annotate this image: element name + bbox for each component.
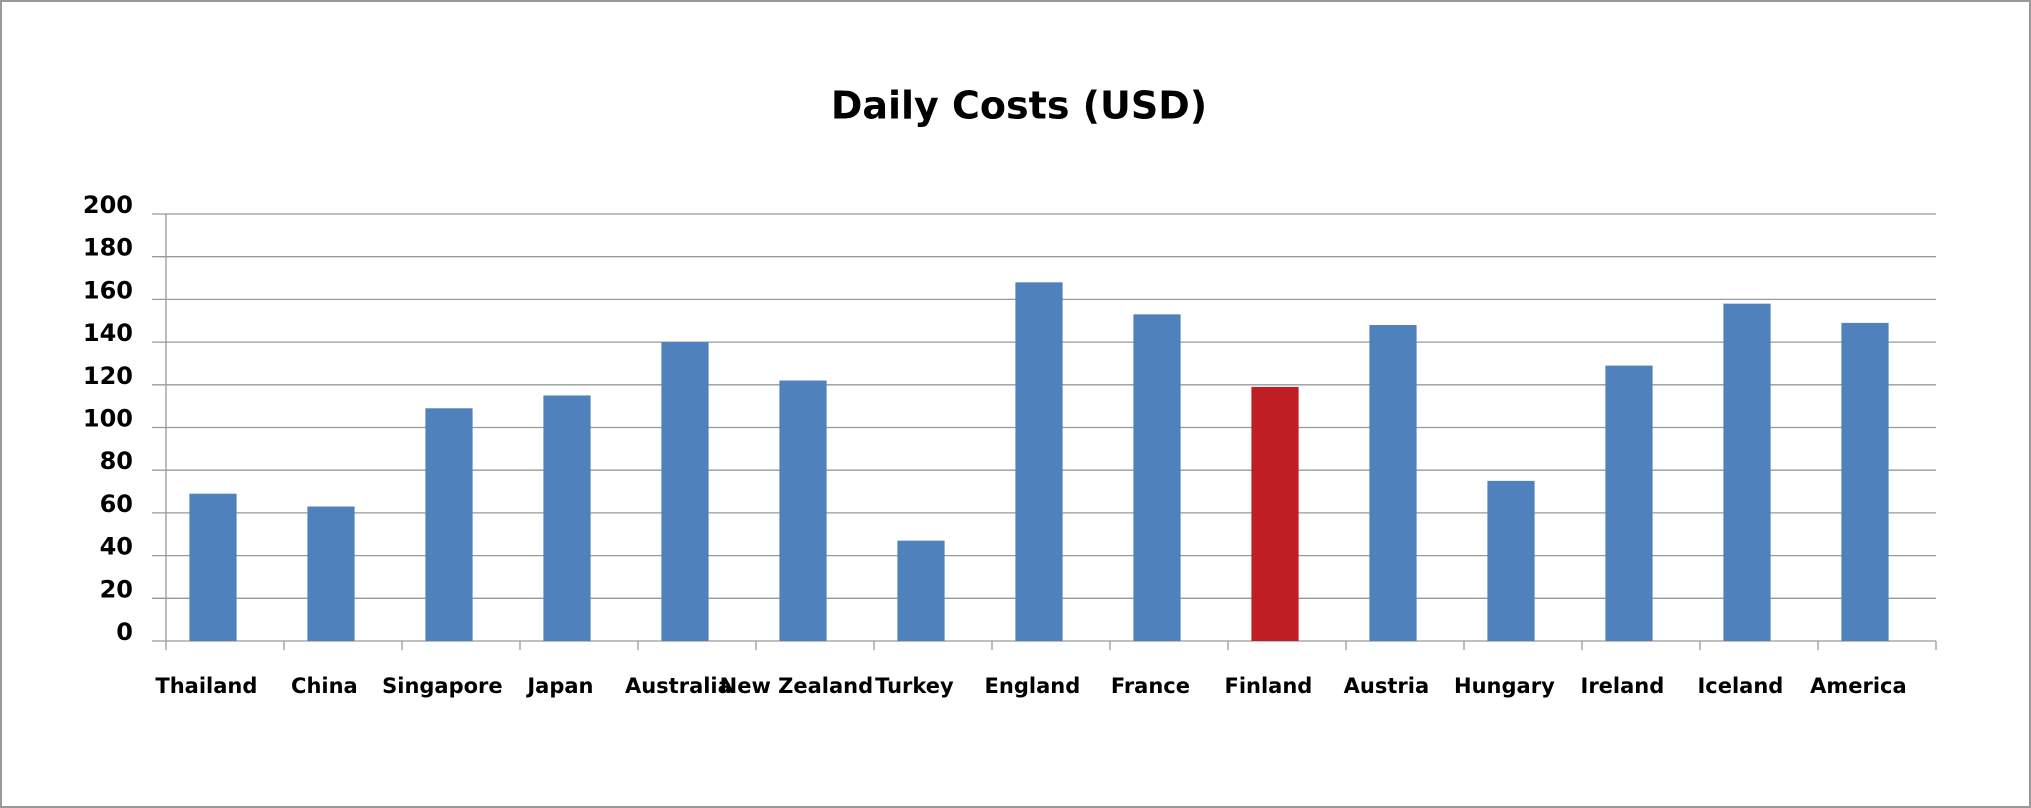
bar [1133, 314, 1181, 641]
x-tick-label: France [1111, 674, 1190, 698]
y-tick-label: 160 [83, 276, 133, 304]
x-tick-label: Ireland [1581, 674, 1665, 698]
bar [897, 540, 945, 641]
bar [1487, 480, 1535, 641]
y-tick-label: 180 [83, 234, 133, 262]
bar [307, 506, 355, 641]
bar [1841, 322, 1889, 641]
bar [1369, 325, 1417, 641]
bar [1723, 303, 1771, 641]
x-tick-label: Iceland [1697, 674, 1783, 698]
y-tick-label: 20 [100, 575, 133, 603]
x-tick-label: America [1810, 674, 1907, 698]
x-tick-label: Austria [1344, 674, 1429, 698]
y-tick-label: 0 [116, 618, 133, 646]
bar [543, 395, 591, 641]
bar [425, 408, 473, 641]
x-tick-label: England [985, 674, 1081, 698]
y-tick-label: 40 [100, 533, 133, 561]
y-tick-label: 120 [83, 362, 133, 390]
y-tick-label: 80 [100, 447, 133, 475]
chart-title: Daily Costs (USD) [831, 84, 1207, 128]
bar [189, 493, 237, 641]
bar [779, 380, 827, 641]
x-tick-label: Singapore [382, 674, 503, 698]
y-tick-label: 100 [83, 405, 133, 433]
x-tick-label: Australia [625, 674, 732, 698]
x-tick-label: Japan [525, 674, 593, 698]
x-tick-label: Finland [1224, 674, 1312, 698]
bar [1605, 365, 1653, 641]
x-tick-label: Hungary [1454, 674, 1555, 698]
y-tick-label: 60 [100, 490, 133, 518]
y-tick-label: 140 [83, 319, 133, 347]
x-tick-label: Turkey [875, 674, 954, 698]
bar [661, 342, 709, 641]
x-tick-label: China [291, 674, 358, 698]
bar [1015, 282, 1063, 641]
x-tick-label: Thailand [155, 674, 257, 698]
x-tick-label: New Zealand [720, 674, 874, 698]
bar [1251, 386, 1299, 641]
y-tick-label: 200 [83, 191, 133, 219]
